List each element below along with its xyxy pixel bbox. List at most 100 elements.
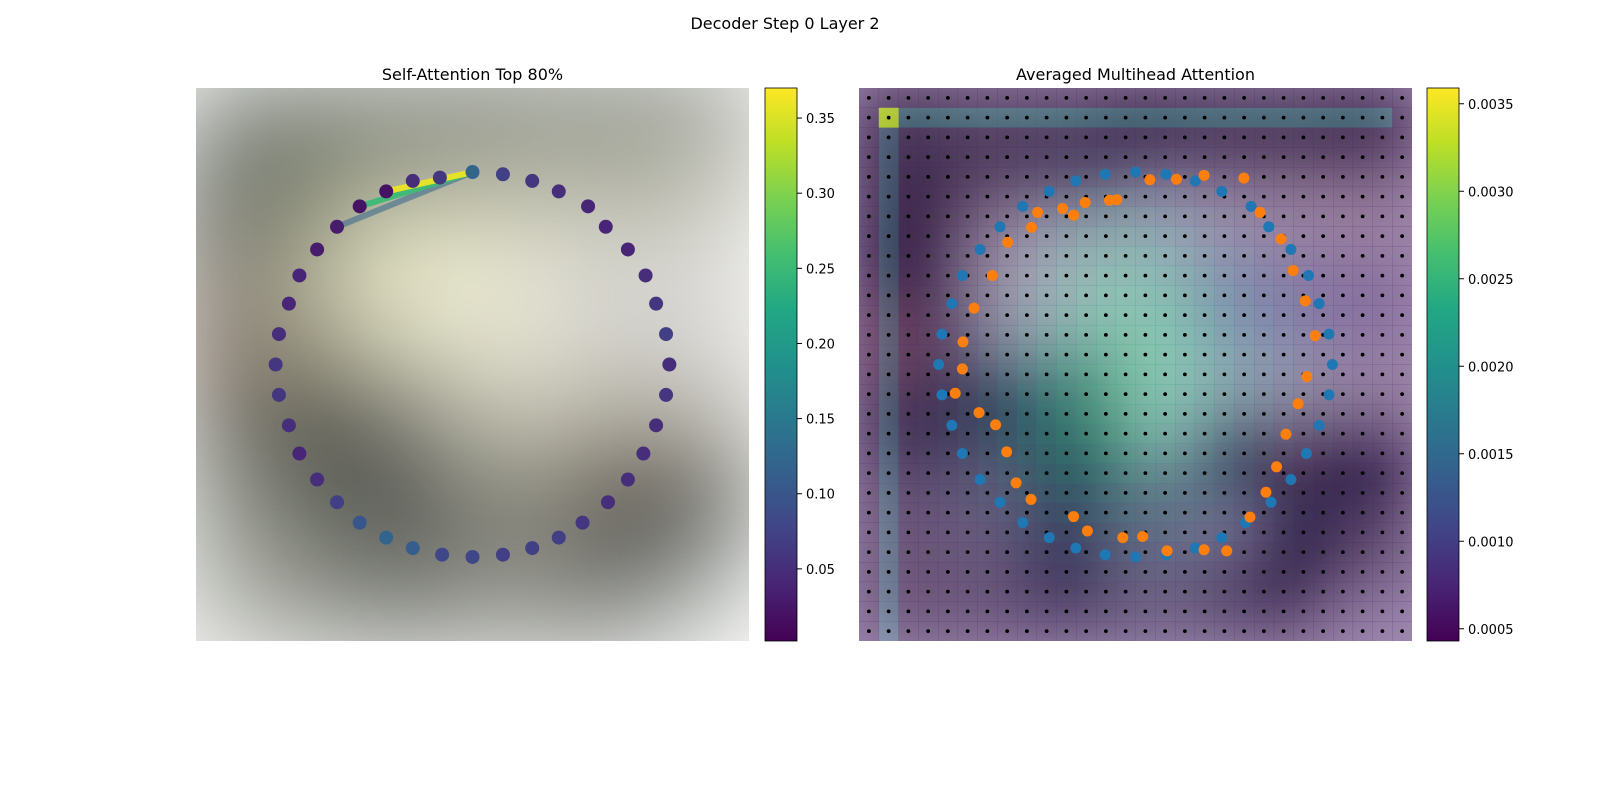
grid-point — [965, 135, 970, 140]
grid-point — [1163, 471, 1168, 476]
grid-point — [1400, 115, 1405, 120]
grid-point — [945, 234, 950, 239]
grid-point — [1301, 214, 1306, 219]
grid-point — [1222, 174, 1227, 179]
grid-point — [1143, 569, 1148, 574]
grid-point — [965, 214, 970, 219]
grid-point — [1360, 313, 1365, 318]
grid-point — [1281, 392, 1286, 397]
grid-point — [985, 530, 990, 535]
grid-point — [1163, 234, 1168, 239]
grid-point — [1340, 95, 1345, 100]
sampling-point — [1026, 221, 1038, 233]
grid-point — [1143, 392, 1148, 397]
grid-point — [1005, 174, 1010, 179]
grid-point — [1163, 569, 1168, 574]
grid-point — [945, 372, 950, 377]
grid-point — [1103, 293, 1108, 298]
grid-point — [1202, 214, 1207, 219]
grid-point — [1182, 569, 1187, 574]
grid-point — [1400, 530, 1405, 535]
grid-point — [1024, 589, 1029, 594]
grid-point — [1103, 95, 1108, 100]
grid-point — [926, 194, 931, 199]
query-points — [268, 165, 677, 564]
grid-point — [1340, 155, 1345, 160]
grid-point — [1044, 293, 1049, 298]
grid-point — [1123, 293, 1128, 298]
grid-point — [1005, 115, 1010, 120]
grid-point — [945, 135, 950, 140]
sampling-point — [1081, 525, 1093, 537]
grid-point — [1380, 411, 1385, 416]
grid-point — [965, 609, 970, 614]
grid-point — [1222, 352, 1227, 357]
grid-point — [886, 411, 891, 416]
grid-point — [906, 550, 911, 555]
grid-point — [1123, 471, 1128, 476]
grid-point — [1222, 471, 1227, 476]
sampling-point — [1221, 545, 1233, 557]
grid-point — [926, 609, 931, 614]
sampling-point — [1198, 169, 1210, 181]
grid-point — [1064, 313, 1069, 318]
grid-point — [1340, 510, 1345, 515]
colorbar-tick-label: 0.0030 — [1468, 185, 1514, 200]
grid-point — [1024, 313, 1029, 318]
grid-point — [1202, 569, 1207, 574]
sampling-point — [1010, 477, 1022, 489]
grid-point — [1360, 411, 1365, 416]
grid-point — [1360, 569, 1365, 574]
sampling-point — [1301, 371, 1313, 383]
grid-point — [1084, 490, 1089, 495]
grid-point — [1044, 135, 1049, 140]
grid-point — [906, 471, 911, 476]
grid-point — [1242, 115, 1247, 120]
grid-point — [1064, 530, 1069, 535]
grid-point — [1005, 471, 1010, 476]
right-colorbar-gradient — [1426, 87, 1460, 642]
grid-point — [945, 313, 950, 318]
sampling-point — [974, 243, 986, 255]
grid-point — [1360, 530, 1365, 535]
grid-point — [965, 490, 970, 495]
grid-point — [1400, 372, 1405, 377]
grid-point — [1281, 332, 1286, 337]
grid-point — [1360, 95, 1365, 100]
grid-point — [1281, 273, 1286, 278]
grid-point — [1380, 214, 1385, 219]
grid-point — [1182, 589, 1187, 594]
query-point — [268, 357, 283, 372]
grid-point — [1222, 155, 1227, 160]
grid-point — [1005, 550, 1010, 555]
grid-point — [906, 135, 911, 140]
sampling-point — [1299, 295, 1311, 307]
grid-point — [1163, 135, 1168, 140]
grid-point — [1084, 135, 1089, 140]
grid-point — [1182, 234, 1187, 239]
grid-point — [906, 273, 911, 278]
grid-point — [1301, 589, 1306, 594]
sampling-point — [1198, 544, 1210, 556]
grid-point — [1202, 411, 1207, 416]
grid-point — [886, 174, 891, 179]
grid-point — [1005, 273, 1010, 278]
grid-point — [965, 234, 970, 239]
grid-point — [1281, 174, 1286, 179]
grid-point — [1143, 629, 1148, 634]
grid-point — [945, 530, 950, 535]
grid-point — [1340, 471, 1345, 476]
grid-point — [1064, 194, 1069, 199]
grid-point — [926, 392, 931, 397]
grid-point — [1143, 550, 1148, 555]
sampling-point — [1244, 511, 1256, 523]
sampling-point — [1057, 203, 1069, 215]
grid-point — [1321, 234, 1326, 239]
grid-point — [1281, 490, 1286, 495]
grid-point — [1103, 490, 1108, 495]
grid-point — [1261, 550, 1266, 555]
grid-point — [1340, 629, 1345, 634]
grid-point — [1202, 490, 1207, 495]
colorbar-tick-label: 0.25 — [806, 262, 835, 277]
grid-point — [1084, 95, 1089, 100]
